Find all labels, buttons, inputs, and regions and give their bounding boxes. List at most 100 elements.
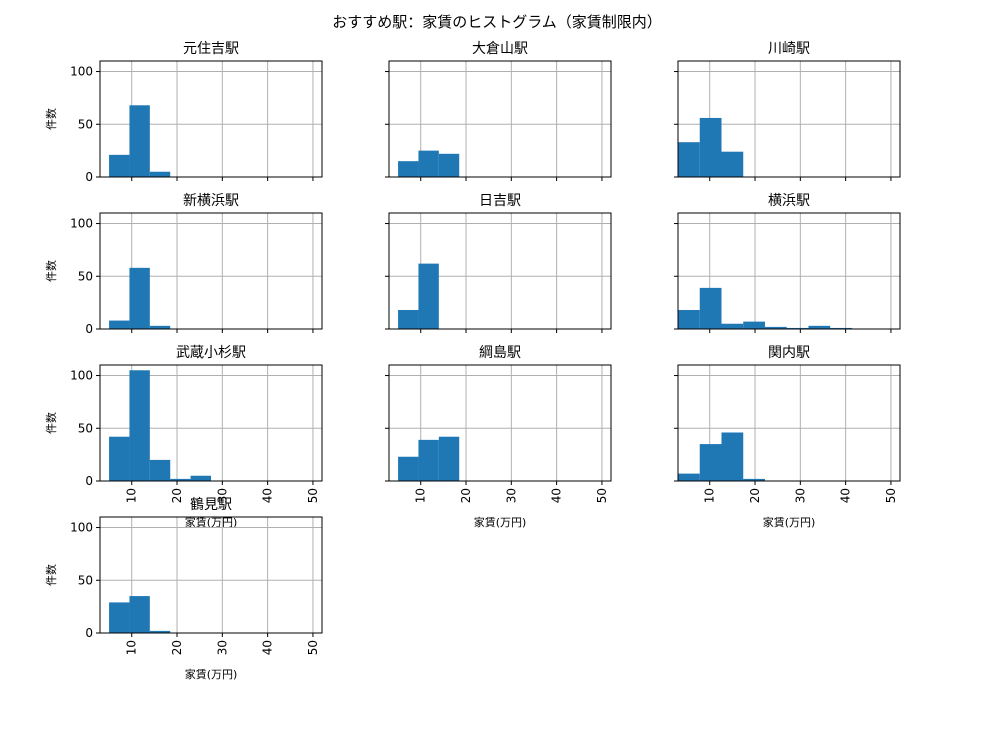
x-tick-label: 20	[459, 488, 473, 503]
x-tick-label: 50	[306, 640, 320, 655]
subplot-title: 元住吉駅	[183, 41, 239, 57]
histogram-bar	[398, 161, 419, 177]
histogram-bar	[743, 478, 765, 481]
x-axis-label: 家賃(万円)	[763, 515, 816, 529]
histogram-bar	[678, 473, 700, 481]
x-tick-label: 10	[414, 488, 428, 503]
histogram-bar	[678, 310, 700, 329]
histogram-bar	[149, 171, 171, 177]
axes-frame	[99, 60, 323, 178]
histogram-bar	[149, 459, 171, 481]
histogram-bar	[149, 630, 171, 633]
figure-title: おすすめ駅：家賃のヒストグラム（家賃制限内）	[332, 13, 662, 31]
histogram-bar	[109, 436, 130, 481]
axes-frame	[388, 212, 612, 330]
axes-frame	[99, 212, 323, 330]
subplot-title: 川崎駅	[768, 41, 810, 57]
histogram-bar	[109, 154, 130, 177]
histogram-bar	[830, 327, 852, 329]
subplot-2: 大倉山駅	[385, 41, 612, 181]
y-axis-label: 件数	[45, 564, 58, 586]
x-tick-label: 20	[170, 488, 184, 503]
axes-frame	[677, 212, 901, 330]
axes-frame	[388, 60, 612, 178]
y-axis-label: 件数	[45, 260, 58, 282]
subplot-title: 横浜駅	[768, 193, 810, 209]
axes-frame	[677, 60, 901, 178]
axes-frame	[99, 364, 323, 482]
y-tick-label: 100	[70, 65, 93, 79]
y-tick-label: 0	[85, 322, 93, 336]
x-tick-label: 40	[839, 488, 853, 503]
subplot-title: 綱島駅	[479, 345, 521, 361]
histogram-bar	[109, 320, 130, 329]
x-tick-label: 40	[550, 488, 564, 503]
histogram-bar	[699, 444, 722, 481]
histogram-bar	[129, 105, 150, 177]
x-tick-label: 10	[703, 488, 717, 503]
histogram-bar	[129, 370, 150, 481]
histogram-bar	[109, 602, 130, 633]
subplot-title: 大倉山駅	[472, 41, 528, 57]
y-axis-label: 件数	[45, 108, 58, 130]
subplot-3: 川崎駅	[674, 41, 901, 181]
histogram-bar	[764, 326, 787, 329]
histogram-bar	[170, 478, 191, 481]
y-tick-label: 100	[70, 521, 93, 535]
axes-frame	[677, 364, 901, 482]
x-tick-label: 30	[215, 640, 229, 655]
x-tick-label: 20	[748, 488, 762, 503]
x-tick-label: 30	[793, 488, 807, 503]
x-tick-label: 30	[215, 488, 229, 503]
histogram-bar	[721, 151, 744, 177]
subplot-title: 日吉駅	[479, 193, 521, 209]
histogram-bar	[129, 596, 150, 633]
subplot-6: 横浜駅	[674, 193, 901, 333]
y-tick-label: 50	[78, 117, 93, 131]
y-tick-label: 0	[85, 170, 93, 184]
subplot-title: 関内駅	[768, 345, 810, 361]
histogram-bar	[721, 432, 744, 481]
x-tick-label: 50	[884, 488, 898, 503]
histogram-bar	[190, 475, 211, 481]
x-axis-label: 家賃(万円)	[185, 515, 238, 529]
y-axis-label: 件数	[45, 412, 58, 434]
axes-frame	[99, 516, 323, 634]
axes-frame	[388, 364, 612, 482]
histogram-bar	[678, 142, 700, 177]
y-tick-label: 0	[85, 626, 93, 640]
histogram-bar	[743, 321, 765, 329]
histogram-bar	[438, 153, 460, 177]
histogram-bar	[418, 150, 439, 177]
x-tick-label: 50	[306, 488, 320, 503]
x-axis-label: 家賃(万円)	[185, 667, 238, 681]
x-axis-label: 家賃(万円)	[474, 515, 527, 529]
subplot-title: 鶴見駅	[190, 496, 232, 513]
x-tick-label: 40	[261, 488, 275, 503]
subplot-title: 新横浜駅	[183, 193, 239, 209]
histogram-bar	[808, 325, 831, 329]
histogram-bar	[721, 323, 744, 329]
histogram-bar	[418, 439, 439, 481]
y-tick-label: 0	[85, 474, 93, 488]
histogram-bar	[149, 325, 171, 329]
histogram-bar	[129, 267, 150, 329]
histogram-bar	[398, 310, 419, 329]
histogram-bar	[786, 327, 809, 329]
subplot-title: 武蔵小杉駅	[176, 345, 246, 361]
x-tick-label: 20	[170, 640, 184, 655]
x-tick-label: 50	[595, 488, 609, 503]
y-tick-label: 50	[78, 421, 93, 435]
x-tick-label: 40	[261, 640, 275, 655]
histogram-bar	[398, 456, 419, 481]
histogram-bar	[699, 117, 722, 177]
histogram-bar	[699, 287, 722, 329]
y-tick-label: 100	[70, 217, 93, 231]
